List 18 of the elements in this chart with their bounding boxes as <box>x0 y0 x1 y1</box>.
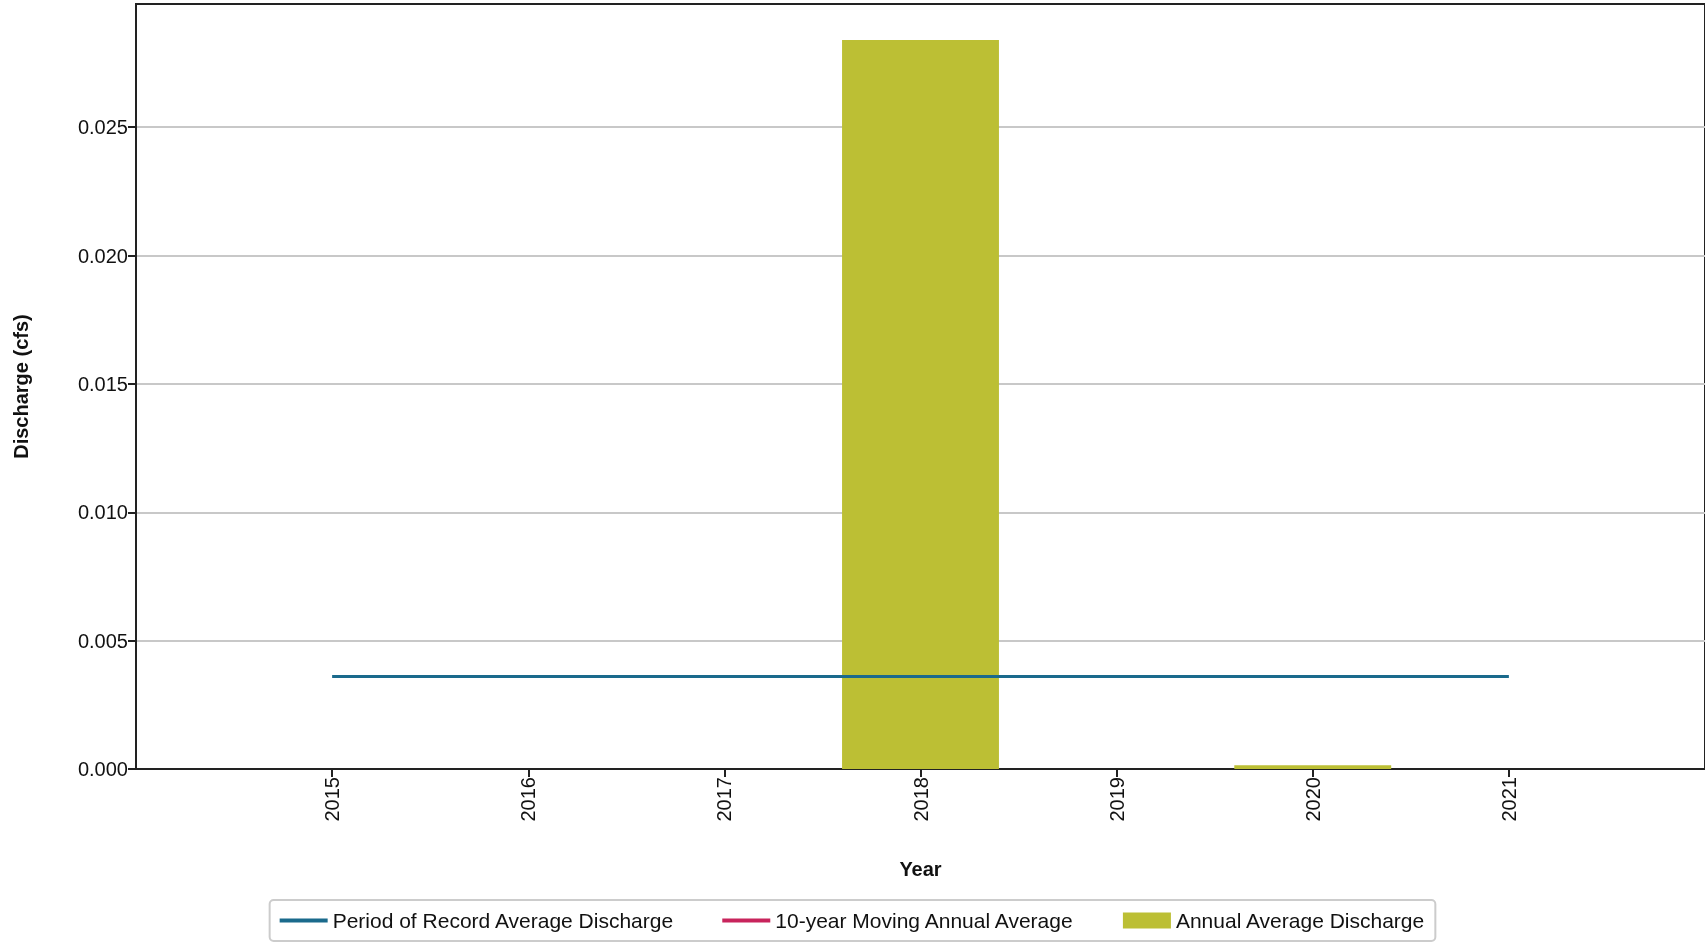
y-tick-label: 0.010 <box>77 501 128 524</box>
y-tick-label: 0.000 <box>77 758 128 780</box>
x-tick-label: 2020 <box>1301 777 1324 822</box>
y-tick-label: 0.020 <box>77 244 128 267</box>
x-tick-label: 2016 <box>517 777 540 822</box>
x-tick-label: 2018 <box>909 777 932 822</box>
x-tick-label: 2017 <box>713 777 736 822</box>
x-tick-label: 2021 <box>1497 777 1520 822</box>
y-axis-title: Discharge (cfs) <box>10 314 32 459</box>
legend-label: Annual Average Discharge <box>1175 909 1425 932</box>
x-axis-title: Year <box>899 858 942 880</box>
x-tick-label: 2015 <box>321 777 344 822</box>
legend-label: Period of Record Average Discharge <box>332 909 674 932</box>
y-tick-label: 0.025 <box>77 116 128 139</box>
y-tick-label: 0.015 <box>77 372 128 395</box>
legend-label: 10-year Moving Annual Average <box>775 909 1073 932</box>
y-tick-label: 0.005 <box>77 629 128 652</box>
x-tick-label: 2019 <box>1105 777 1128 822</box>
